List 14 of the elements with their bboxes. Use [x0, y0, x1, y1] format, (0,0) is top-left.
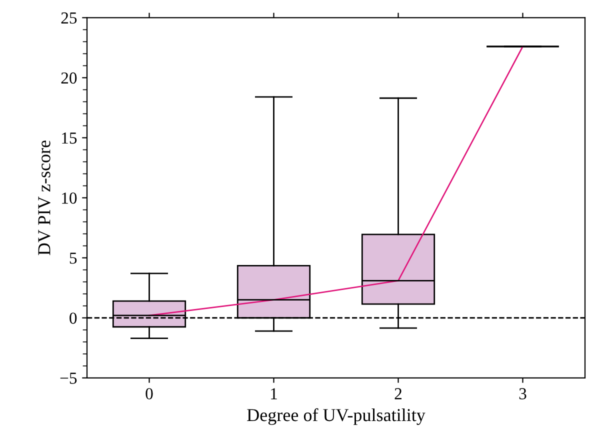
y-tick-label: 25	[61, 12, 77, 24]
x-tick-label: 2	[394, 388, 402, 400]
y-tick-label: 0	[70, 312, 77, 324]
x-axis-title: Degree of UV-pulsatility	[247, 408, 426, 425]
y-tick-label: −5	[60, 372, 77, 384]
x-tick-label: 0	[146, 388, 153, 400]
y-tick-label: 15	[62, 132, 77, 144]
line-series	[148, 46, 524, 316]
y-axis-title: DV PIV z-score	[38, 140, 50, 256]
y-tick-label: 10	[62, 192, 77, 204]
y-tick-label: 5	[70, 252, 77, 264]
y-tick-label: 20	[61, 72, 77, 84]
x-tick-label: 3	[519, 388, 526, 400]
x-tick-label: 1	[271, 388, 277, 400]
